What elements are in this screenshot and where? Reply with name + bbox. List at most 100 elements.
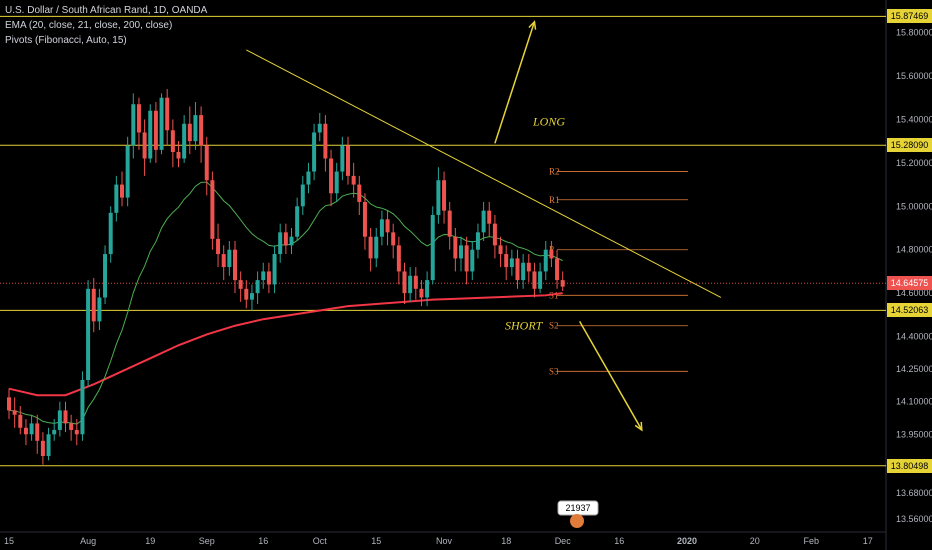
candle-body <box>464 245 469 272</box>
candle <box>204 136 209 196</box>
candle <box>125 136 130 207</box>
candle <box>481 201 486 242</box>
candle-body <box>238 280 243 289</box>
candle <box>176 141 181 168</box>
candle <box>306 162 311 194</box>
candle <box>7 388 11 420</box>
x-axis: 15 Aug 19 Sep 16 Oct 15 Nov 18 Dec 16 2020 20 Feb 17 <box>0 531 886 546</box>
candle <box>238 271 243 302</box>
candle <box>329 149 334 207</box>
y-tick-label: 14.60000 <box>896 288 932 298</box>
candle-body <box>278 232 283 255</box>
candle-body <box>108 212 113 255</box>
candle <box>261 262 266 289</box>
candle <box>80 371 85 441</box>
candle <box>532 262 537 298</box>
candle-body <box>385 219 390 233</box>
candle-body <box>131 104 136 146</box>
last-price-badge: 14.64575 <box>887 276 932 291</box>
candle-body <box>7 397 11 411</box>
candle-body <box>498 245 503 255</box>
candle-body <box>148 110 153 159</box>
candle-body <box>560 280 565 287</box>
candle-body <box>487 210 492 224</box>
candle <box>278 223 283 263</box>
counter-badge: 21937 <box>557 500 599 528</box>
candle <box>52 419 57 441</box>
candle <box>300 175 305 215</box>
candle <box>549 241 554 268</box>
arrow-head <box>528 20 537 30</box>
x-tick-label: 15 <box>4 536 14 546</box>
candle <box>402 262 407 304</box>
candle-body <box>244 288 249 300</box>
candle <box>408 267 413 302</box>
candle <box>74 419 79 446</box>
candle-body <box>120 184 124 198</box>
candle <box>413 267 418 300</box>
trend-line <box>246 49 722 298</box>
pivot-label: S1 <box>549 290 559 300</box>
candle-body <box>323 123 328 159</box>
ema-indicator-label[interactable]: EMA (20, close, 21, close, 200, close) <box>5 20 173 31</box>
candle-body <box>249 293 254 300</box>
y-axis: 15.80000 15.60000 15.40000 15.20000 15.00000… <box>885 0 932 550</box>
candle-body <box>227 249 232 268</box>
candle <box>210 171 215 250</box>
candle <box>340 136 345 181</box>
candle <box>515 249 520 289</box>
candle <box>295 197 300 242</box>
candle <box>442 171 447 224</box>
candle-body <box>114 184 119 213</box>
candle <box>436 167 441 224</box>
candle <box>159 93 164 155</box>
candle <box>97 288 102 331</box>
candle-body <box>346 145 350 176</box>
y-tick-label: 15.00000 <box>896 201 932 211</box>
candle <box>526 254 531 283</box>
candle <box>12 397 17 428</box>
candle-body <box>97 297 102 322</box>
candle <box>244 280 249 309</box>
candle-body <box>210 180 215 239</box>
candle-body <box>266 271 271 285</box>
candle-body <box>221 254 226 268</box>
candle-body <box>543 249 548 272</box>
candle <box>249 284 254 311</box>
candle-body <box>86 288 91 380</box>
candle-body <box>306 171 311 185</box>
candle-body <box>52 429 57 435</box>
candle <box>29 414 34 441</box>
candle-body <box>295 206 300 237</box>
candle <box>459 236 463 272</box>
candle <box>391 223 396 259</box>
candle <box>346 136 350 185</box>
candle-body <box>509 258 514 268</box>
candle <box>487 201 492 237</box>
pivot-levels: R2R1PS1S2S3 <box>549 167 688 376</box>
candle <box>396 236 401 285</box>
x-tick-label: 18 <box>501 536 511 546</box>
candle-body <box>12 410 17 415</box>
candle <box>63 401 68 433</box>
candle <box>148 104 153 163</box>
candle <box>40 432 45 465</box>
candle <box>425 271 430 307</box>
x-tick-label: 17 <box>863 536 873 546</box>
candle <box>187 106 192 155</box>
candle <box>351 162 356 198</box>
candle-body <box>521 262 526 281</box>
y-tick-label: 15.20000 <box>896 158 932 168</box>
candle <box>272 245 277 294</box>
candle-body <box>204 145 209 181</box>
candle-body <box>413 275 418 289</box>
candle-body <box>153 110 158 150</box>
candle <box>165 89 170 146</box>
pivots-indicator-label[interactable]: Pivots (Fibonacci, Auto, 15) <box>5 35 127 46</box>
y-tick-label: 13.68000 <box>896 488 932 498</box>
candle <box>114 175 119 222</box>
candle <box>120 171 124 207</box>
candle <box>266 262 271 294</box>
x-tick-label: 15 <box>371 536 381 546</box>
